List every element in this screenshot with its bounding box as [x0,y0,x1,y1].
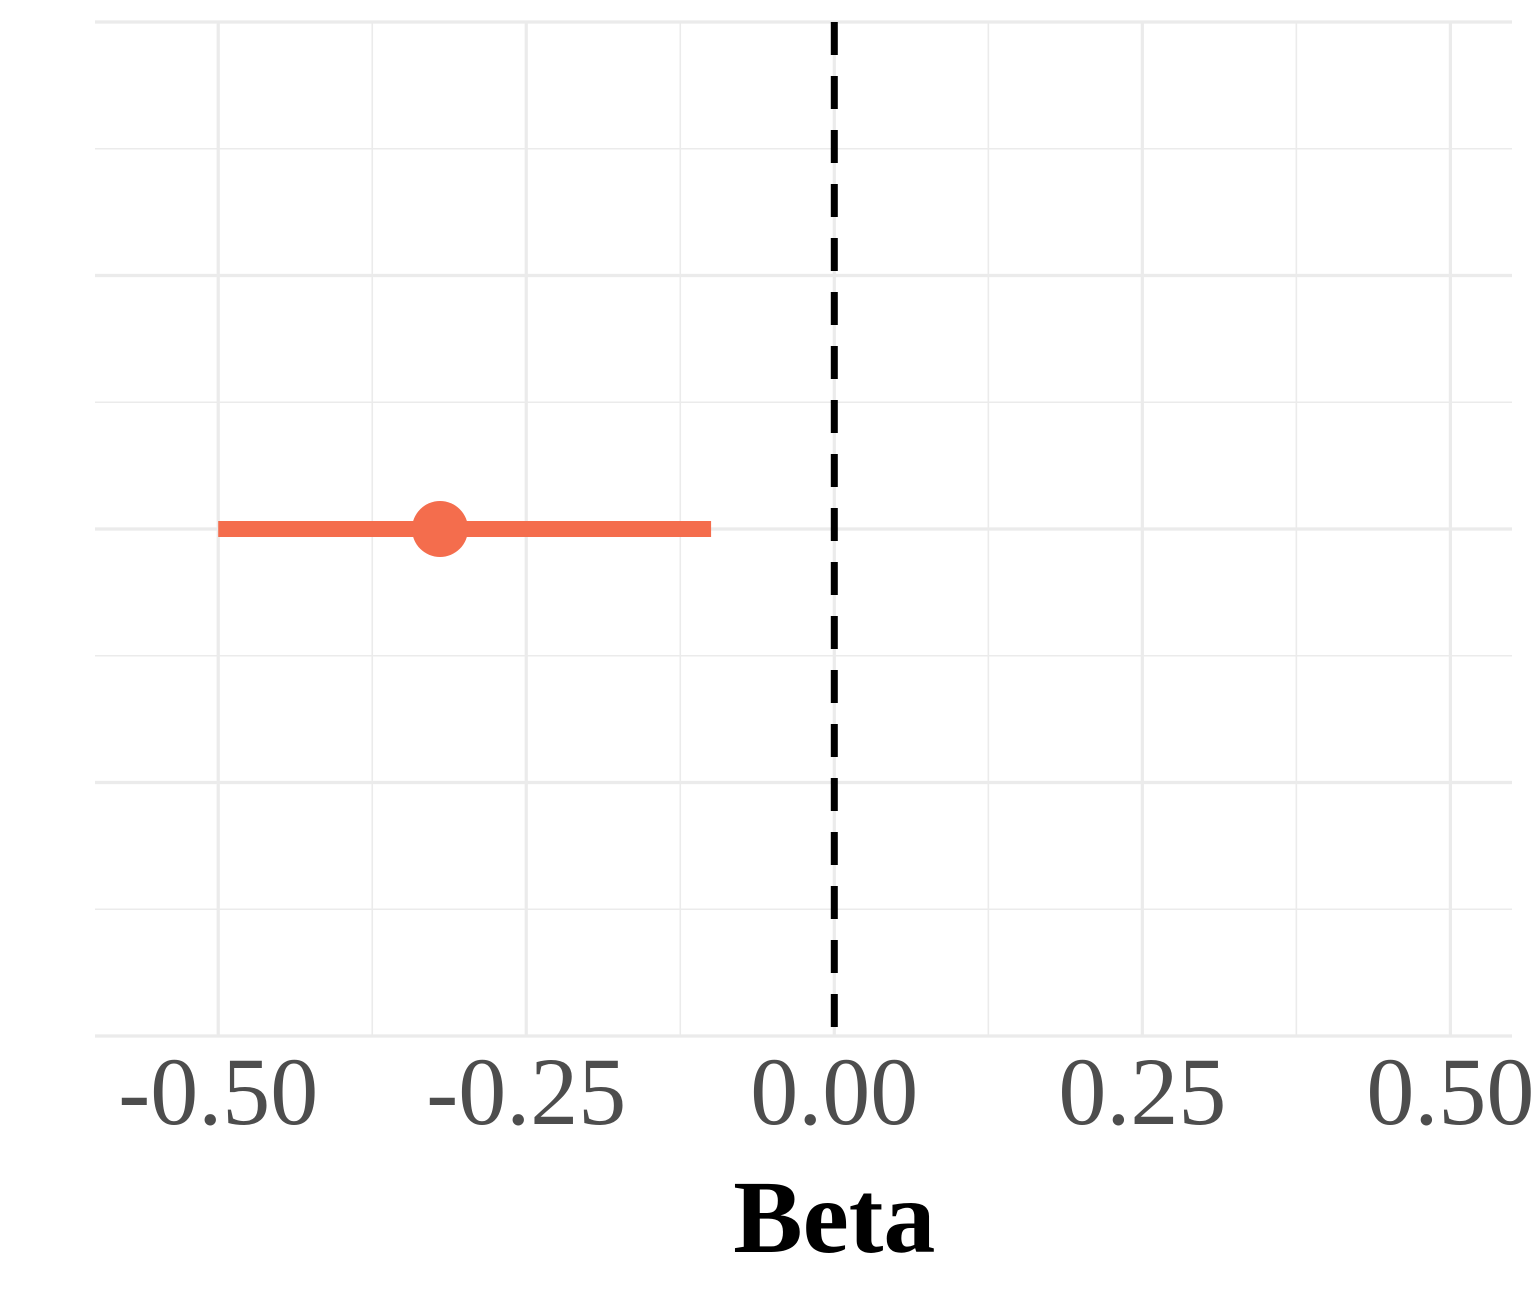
grid-minor [95,22,1512,1036]
x-tick-label: 0.50 [1366,1038,1534,1145]
x-tick-label: -0.25 [426,1038,626,1145]
x-axis-title: Beta [733,1160,935,1275]
point-estimate [412,501,469,557]
x-tick-label: 0.00 [750,1038,918,1145]
x-tick-label: 0.25 [1058,1038,1226,1145]
x-tick-label: -0.50 [118,1038,318,1145]
data-marks [218,501,712,557]
x-tick-labels: -0.50 -0.25 0.00 0.25 0.50 [118,1038,1534,1145]
